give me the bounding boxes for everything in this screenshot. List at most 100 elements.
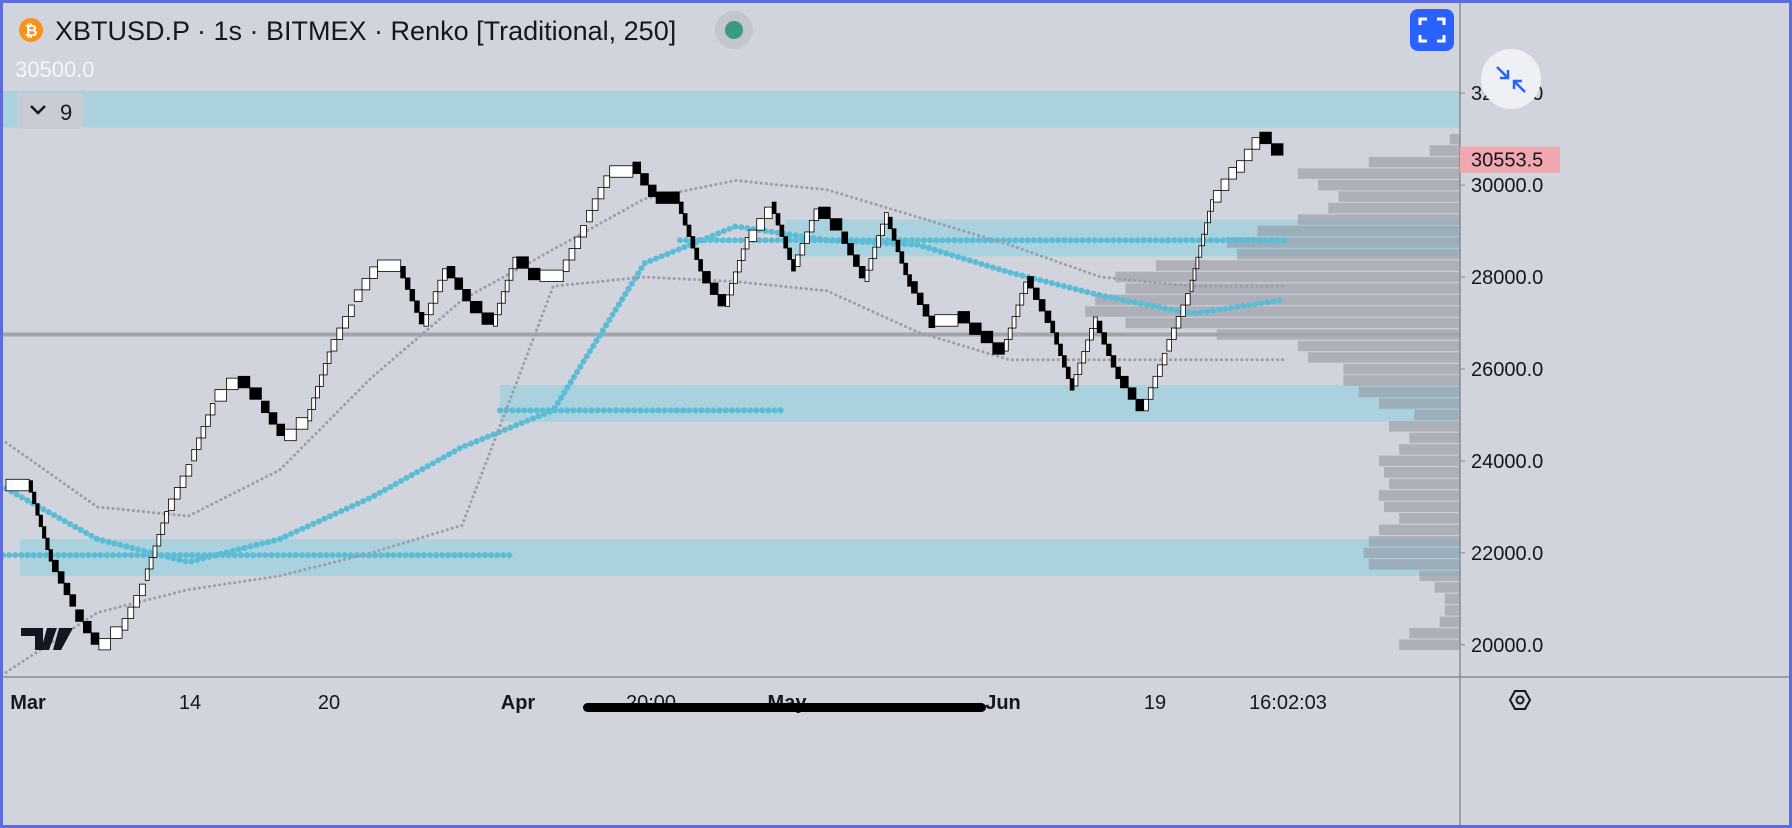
brick-up [609, 165, 634, 178]
brick-up [152, 545, 158, 558]
brick-down [1054, 332, 1059, 345]
settings-icon[interactable] [1508, 690, 1532, 710]
collapse-icon [1496, 66, 1526, 93]
profile-bar [1257, 225, 1460, 237]
brick-up [127, 606, 135, 620]
x-tick-label: Apr [501, 692, 536, 714]
brick-up [1143, 398, 1149, 412]
brick-down [783, 236, 789, 249]
brick-down [891, 228, 897, 241]
brick-up [1192, 268, 1197, 281]
brick-up [1023, 281, 1028, 294]
fullscreen-button[interactable] [1410, 9, 1454, 51]
brick-up [795, 254, 801, 267]
brick-down [922, 304, 930, 317]
brick-down [268, 412, 278, 425]
profile-bar [1383, 467, 1460, 478]
brick-up [1212, 190, 1222, 203]
profile-bar [1409, 432, 1460, 444]
brick-down [528, 267, 541, 281]
brick-up [1228, 167, 1237, 180]
x-tick-label: 20 [318, 692, 340, 714]
brick-down [717, 294, 727, 307]
brick-down [32, 491, 37, 505]
y-tick-label: 26000.0 [1471, 359, 1543, 381]
brick-up [1210, 199, 1214, 212]
brick-up [1011, 316, 1017, 329]
brick-down [895, 239, 901, 253]
brick-down [516, 256, 529, 269]
brick-up [1073, 374, 1079, 387]
brick-up [504, 279, 510, 293]
brick-down [1270, 143, 1284, 156]
brick-up [500, 291, 506, 304]
brick-down [35, 503, 40, 516]
brick-up [353, 289, 363, 302]
brick-up [1089, 328, 1094, 341]
profile-bar [1125, 283, 1460, 294]
brick-up [179, 475, 187, 488]
brick-down [682, 213, 688, 226]
brick-up [813, 208, 820, 221]
collapse-button[interactable] [1481, 49, 1541, 109]
brick-down [237, 375, 251, 389]
brick-down [57, 571, 65, 584]
brick-up [144, 568, 150, 581]
brick-up [1195, 256, 1200, 270]
brick-up [214, 389, 227, 402]
brick-up [539, 269, 564, 283]
profile-bar [1378, 455, 1460, 467]
chart: 20000.0 22000.0 24000.0 26000.0 28000.0 30000… [3, 3, 1789, 825]
brick-up [1157, 364, 1163, 377]
brick-down [45, 537, 50, 551]
brick-down [887, 216, 893, 230]
brick-up [725, 294, 731, 307]
brick-up [864, 269, 870, 283]
brick-up [508, 268, 514, 281]
band-line [4, 178, 1285, 518]
indicators-toggle[interactable] [17, 93, 83, 129]
brick-up [1236, 160, 1245, 173]
brick-down [1058, 343, 1063, 357]
brick-up [1007, 327, 1013, 340]
brick-up [868, 258, 874, 271]
brick-up [1180, 304, 1186, 317]
brick-up [756, 218, 765, 231]
brick-up [133, 595, 140, 608]
brick-down [249, 387, 262, 400]
brick-down [462, 289, 471, 302]
brick-up [342, 316, 349, 329]
brick-down [52, 559, 59, 573]
profile-bar [1419, 570, 1460, 582]
chevron [30, 105, 46, 115]
brick-up [173, 487, 181, 500]
brick-down [771, 201, 777, 214]
brick-down [1135, 398, 1145, 412]
y-tick-label: 20000.0 [1471, 635, 1543, 657]
brick-up [326, 351, 332, 364]
profile-bar [1237, 248, 1460, 260]
brick-up [121, 618, 129, 631]
brick-up [1085, 339, 1090, 352]
brick-up [148, 557, 154, 570]
brick-up [603, 175, 611, 188]
brick-down [1027, 276, 1034, 289]
brick-up [568, 248, 576, 261]
y-tick-label: 24000.0 [1471, 451, 1543, 473]
brick-up [1019, 293, 1025, 306]
brick-up [423, 314, 429, 327]
profile-bar [1343, 375, 1460, 386]
brick-down [907, 274, 912, 287]
last-price-label: 30553.5 [1471, 150, 1543, 172]
brick-down [698, 259, 703, 272]
brick-up [1189, 279, 1194, 293]
brick-up [160, 522, 166, 535]
profile-bar [1328, 202, 1460, 214]
brick-down [899, 251, 905, 264]
brick-up [348, 304, 355, 317]
btc-symbol: ₿ [24, 22, 37, 40]
y-tick-label: 28000.0 [1471, 267, 1543, 289]
brick-up [377, 259, 402, 272]
tradingview-logo [21, 628, 73, 650]
profile-bar [1434, 582, 1460, 593]
